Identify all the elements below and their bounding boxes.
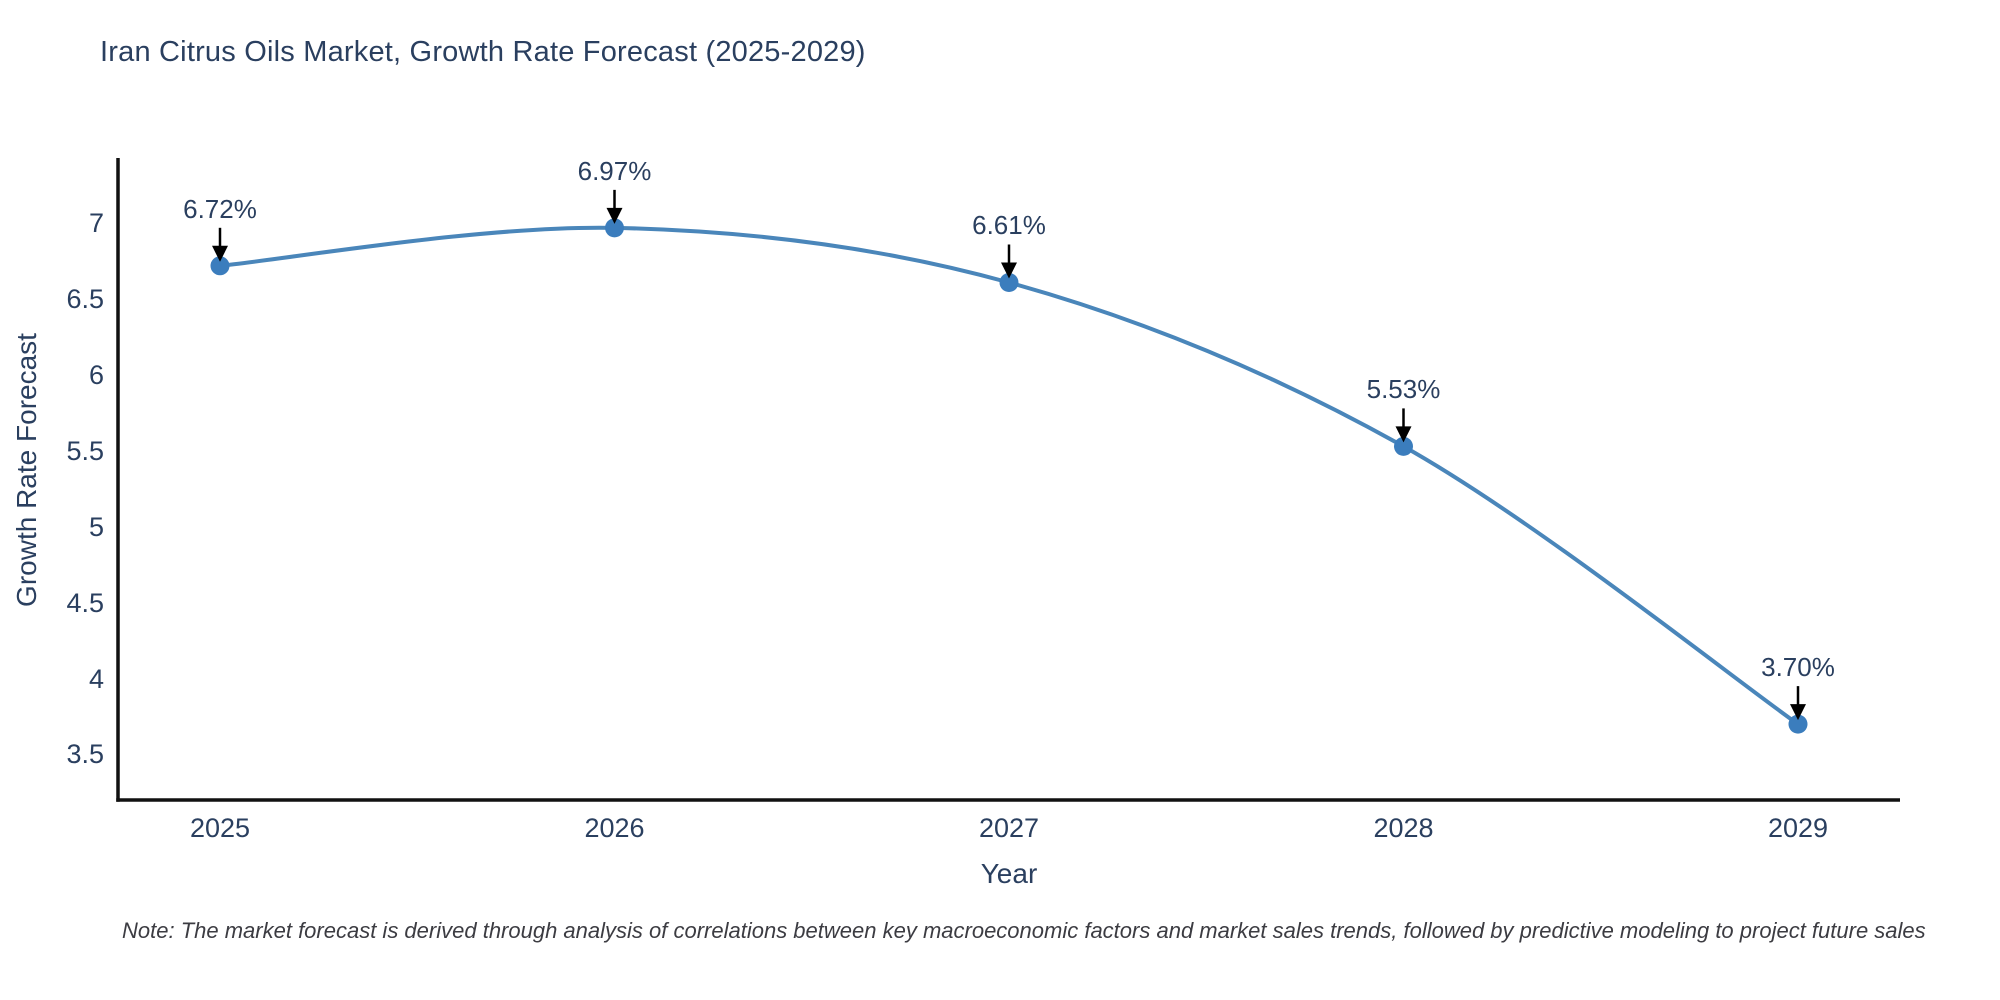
y-tick-label: 4.5: [66, 587, 104, 618]
annotation-arrowhead: [606, 207, 623, 224]
annotation-label: 3.70%: [1761, 652, 1835, 683]
trend-line: [218, 225, 1800, 727]
x-tick-label: 2029: [1767, 813, 1829, 843]
x-tick-label: 2026: [584, 813, 645, 843]
chart-footnote: Note: The market forecast is derived thr…: [122, 918, 1926, 943]
annotation-arrowhead: [1001, 262, 1017, 279]
data-point-marker: [1394, 436, 1413, 456]
annotation-arrowhead: [1395, 426, 1412, 443]
data-point-marker: [999, 272, 1019, 292]
x-tick-label: 2027: [978, 813, 1040, 843]
y-tick-label: 7: [88, 208, 104, 239]
x-tick-label: 2028: [1373, 813, 1434, 843]
y-axis-title: Growth Rate Forecast: [11, 333, 42, 607]
annotation-label: 6.72%: [183, 193, 257, 224]
y-tick-label: 6.5: [66, 284, 104, 315]
x-axis-title: Year: [980, 858, 1038, 889]
annotation-label: 6.61%: [972, 210, 1046, 241]
annotation-arrowhead: [1790, 704, 1806, 721]
data-point-marker: [210, 256, 230, 276]
chart-title: Iran Citrus Oils Market, Growth Rate For…: [100, 36, 866, 68]
y-tick-label: 6: [88, 360, 104, 391]
data-point-marker: [605, 218, 624, 238]
y-tick-label: 3.5: [66, 739, 104, 770]
data-point-marker: [1788, 714, 1808, 734]
annotation-arrowhead: [212, 245, 228, 262]
y-tick-label: 4: [88, 663, 104, 694]
y-tick-label: 5: [88, 511, 104, 542]
x-tick-label: 2025: [189, 813, 251, 843]
annotation-label: 6.97%: [577, 155, 652, 186]
y-tick-label: 5.5: [66, 435, 104, 466]
annotation-label: 5.53%: [1366, 374, 1441, 405]
